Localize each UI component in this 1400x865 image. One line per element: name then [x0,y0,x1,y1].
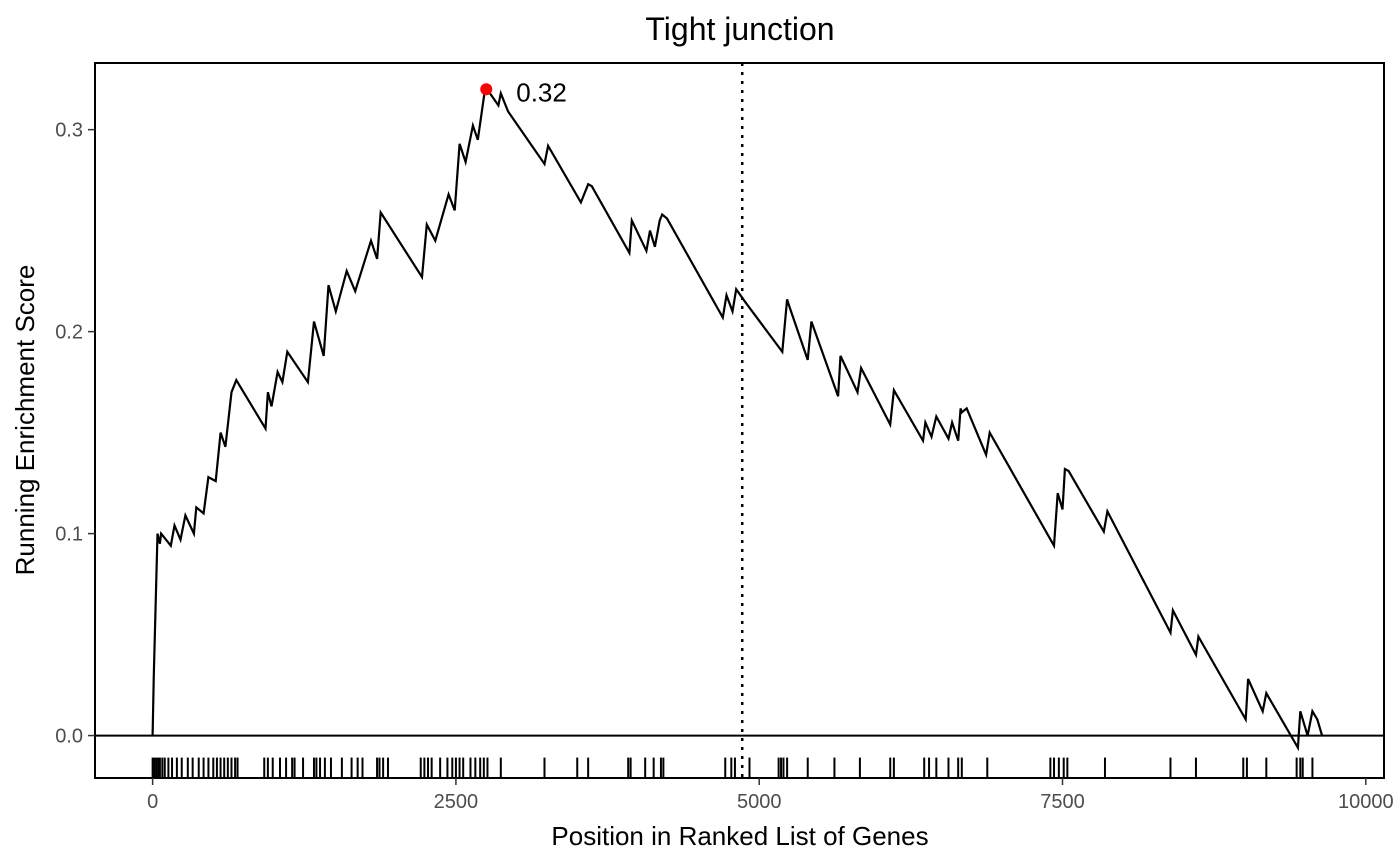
plot-panel-border [94,62,1385,779]
gene-hit-rug [151,757,1314,778]
x-axis-ticks: 0 2500 5000 7500 10000 [147,778,1394,813]
y-tick-label: 0.3 [55,120,83,142]
peak-point [480,83,493,96]
peak-label: 0.32 [516,77,567,107]
y-axis-label: Running Enrichment Score [10,265,40,576]
y-tick-label: 0.2 [55,322,83,344]
x-tick-label: 7500 [1040,791,1085,813]
y-tick-label: 0.1 [55,524,83,546]
x-axis-label: Position in Ranked List of Genes [551,821,928,851]
x-tick-label: 10000 [1338,791,1394,813]
x-tick-label: 2500 [434,791,479,813]
x-tick-label: 5000 [737,791,782,813]
running-es-line [151,87,1324,752]
y-axis-ticks: 0.0 0.1 0.2 0.3 [55,120,95,748]
x-tick-label: 0 [147,791,158,813]
y-tick-label: 0.0 [55,726,83,748]
chart-title: Tight junction [645,11,834,47]
